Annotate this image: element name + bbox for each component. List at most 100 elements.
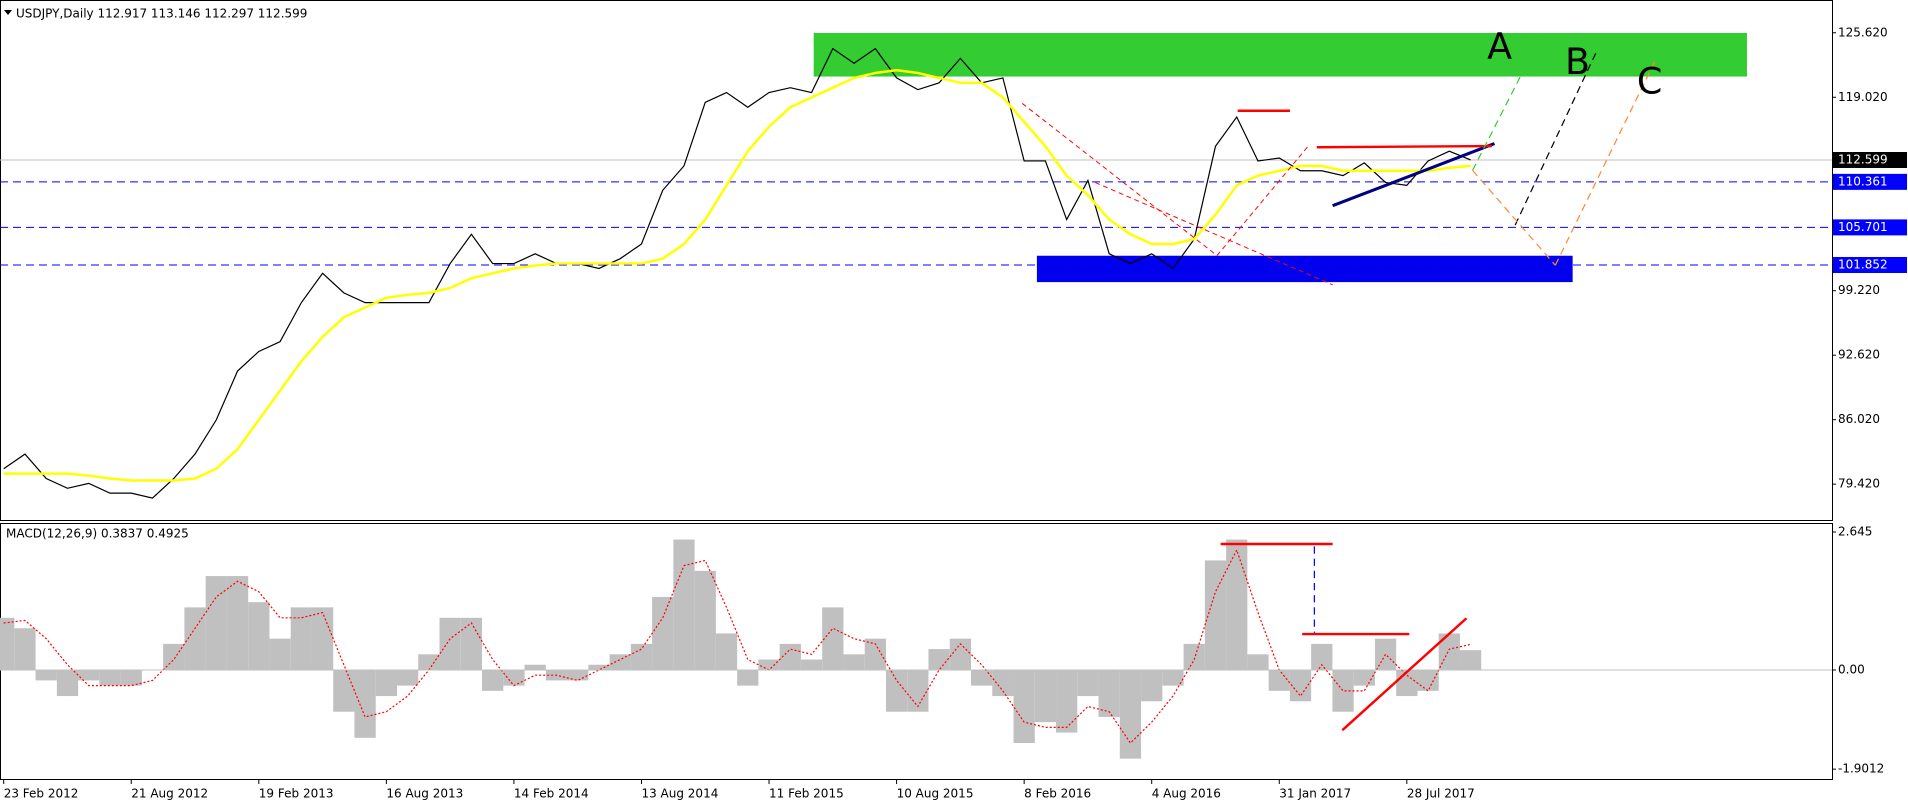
macd-bar bbox=[885, 669, 908, 712]
x-tick-label: 31 Jan 2017 bbox=[1279, 787, 1351, 801]
macd-bar bbox=[609, 654, 631, 670]
macd-bar bbox=[1247, 654, 1269, 670]
y-tick-label: 79.420 bbox=[1838, 477, 1880, 491]
macd-bar bbox=[1098, 669, 1120, 717]
x-tick-label: 10 Aug 2015 bbox=[897, 787, 974, 801]
macd-bar bbox=[588, 664, 610, 670]
wave-label: B bbox=[1565, 40, 1590, 83]
channel-line bbox=[1095, 182, 1333, 286]
x-tick-label: 8 Feb 2016 bbox=[1024, 787, 1091, 801]
projection-a bbox=[1472, 38, 1541, 171]
macd-bar bbox=[503, 669, 525, 686]
last-price-label: 112.599 bbox=[1838, 152, 1888, 166]
level-label-bg bbox=[1833, 219, 1907, 236]
x-tick-label: 21 Aug 2012 bbox=[131, 787, 208, 801]
macd-bar bbox=[1417, 669, 1439, 691]
macd-bar bbox=[99, 669, 121, 686]
level-label-bg bbox=[1833, 256, 1907, 273]
macd-bar bbox=[333, 669, 355, 712]
zone bbox=[813, 32, 1747, 77]
x-tick-label: 13 Aug 2014 bbox=[641, 787, 718, 801]
panel-title: MACD(12,26,9) 0.3837 0.4925 bbox=[6, 527, 189, 541]
y-tick-label: 125.620 bbox=[1838, 25, 1888, 39]
y-tick-label: 99.220 bbox=[1838, 283, 1880, 297]
macd-bar bbox=[524, 664, 546, 670]
x-tick-label: 4 Aug 2016 bbox=[1152, 787, 1221, 801]
macd-bar bbox=[970, 669, 993, 686]
y-tick-label: 92.620 bbox=[1838, 348, 1880, 362]
macd-bar bbox=[14, 628, 36, 670]
macd-bar bbox=[715, 633, 738, 670]
macd-bar bbox=[418, 654, 440, 670]
macd-bar bbox=[375, 669, 397, 697]
macd-bar bbox=[1162, 669, 1184, 686]
macd-bar bbox=[460, 617, 483, 670]
macd-bar bbox=[800, 659, 823, 670]
macd-bar bbox=[843, 654, 865, 670]
y-tick-label: 119.020 bbox=[1838, 90, 1888, 104]
wave-label: C bbox=[1637, 59, 1663, 102]
macd-trendline bbox=[1341, 617, 1468, 732]
macd-bar bbox=[673, 539, 695, 670]
macd-bar bbox=[1459, 650, 1482, 670]
x-tick-label: 16 Aug 2013 bbox=[386, 787, 463, 801]
projection-c bbox=[1472, 169, 1556, 266]
macd-bar bbox=[311, 607, 334, 670]
macd-bar bbox=[992, 669, 1014, 697]
macd-bar bbox=[56, 669, 79, 697]
price-line bbox=[3, 47, 1471, 499]
projection-c bbox=[1554, 60, 1656, 266]
macd-bar bbox=[864, 638, 886, 670]
panel-title: USDJPY,Daily 112.917 113.146 112.297 112… bbox=[16, 7, 307, 21]
macd-bar bbox=[78, 669, 100, 681]
macd-bar bbox=[1119, 669, 1142, 759]
macd-bar bbox=[1396, 669, 1418, 697]
macd-bar bbox=[35, 669, 57, 681]
y-tick-label: -1.9012 bbox=[1838, 762, 1884, 776]
macd-bar bbox=[652, 596, 674, 670]
macd-bar bbox=[1268, 669, 1290, 691]
macd-bar bbox=[269, 638, 291, 670]
macd-bar bbox=[354, 669, 376, 738]
wave-label: A bbox=[1487, 25, 1512, 68]
macd-bar bbox=[1013, 669, 1035, 744]
macd-bar bbox=[737, 669, 759, 686]
x-tick-label: 28 Jul 2017 bbox=[1407, 787, 1475, 801]
macd-bar bbox=[0, 617, 15, 670]
level-label: 105.701 bbox=[1838, 220, 1888, 234]
macd-bar bbox=[1226, 539, 1248, 670]
macd-bar bbox=[694, 570, 716, 670]
price-panel bbox=[0, 0, 1833, 521]
channel-line bbox=[1216, 145, 1309, 256]
macd-bar bbox=[1141, 669, 1163, 702]
x-tick-label: 11 Feb 2015 bbox=[769, 787, 844, 801]
x-tick-label: 14 Feb 2014 bbox=[514, 787, 589, 801]
resistance-line bbox=[1316, 144, 1493, 149]
macd-bar bbox=[482, 669, 504, 691]
y-tick-label: 86.020 bbox=[1838, 412, 1880, 426]
y-tick-label: 0.00 bbox=[1838, 662, 1865, 676]
projection-b bbox=[1514, 50, 1598, 226]
macd-bar bbox=[758, 659, 780, 670]
macd-bar bbox=[1289, 669, 1312, 702]
macd-bar bbox=[226, 576, 249, 670]
macd-bar bbox=[1034, 669, 1057, 723]
macd-bar bbox=[1353, 669, 1375, 686]
level-label-bg bbox=[1833, 173, 1907, 190]
macd-bar bbox=[1332, 669, 1354, 712]
zone bbox=[1036, 255, 1573, 283]
macd-bar bbox=[163, 643, 185, 670]
macd-bar bbox=[907, 669, 929, 712]
last-price-bg bbox=[1833, 151, 1907, 168]
trendline bbox=[1332, 142, 1496, 208]
macd-bar bbox=[928, 649, 950, 670]
macd-bar bbox=[248, 602, 270, 670]
macd-bar bbox=[822, 607, 844, 670]
level-label: 110.361 bbox=[1838, 174, 1888, 188]
title-arrow bbox=[4, 10, 12, 15]
macd-bar bbox=[205, 576, 227, 670]
x-tick-label: 19 Feb 2013 bbox=[259, 787, 334, 801]
macd-bar bbox=[567, 669, 589, 681]
macd-bar bbox=[184, 607, 206, 670]
macd-bar bbox=[630, 643, 653, 670]
